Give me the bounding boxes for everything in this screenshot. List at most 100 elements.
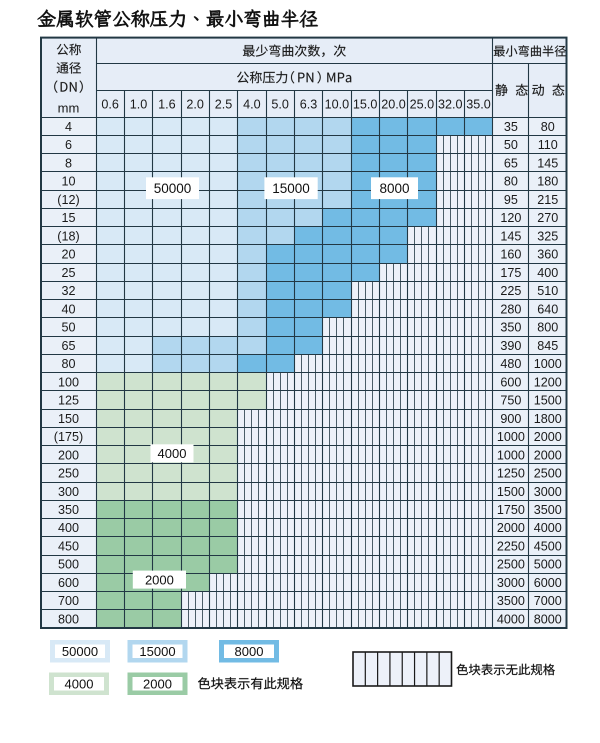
svg-text:80: 80	[61, 357, 75, 371]
svg-text:2000: 2000	[145, 572, 174, 587]
svg-text:(175): (175)	[54, 430, 83, 444]
svg-text:15000: 15000	[139, 644, 175, 659]
svg-text:1.0: 1.0	[130, 98, 148, 112]
svg-text:4000: 4000	[534, 521, 562, 535]
svg-text:2500: 2500	[534, 467, 562, 481]
svg-text:50000: 50000	[154, 181, 192, 196]
svg-text:4: 4	[65, 120, 72, 134]
svg-text:600: 600	[58, 576, 79, 590]
svg-text:2000: 2000	[534, 430, 562, 444]
svg-text:5.0: 5.0	[271, 98, 289, 112]
svg-text:1800: 1800	[534, 412, 562, 426]
svg-text:25.0: 25.0	[410, 98, 435, 112]
svg-text:80: 80	[541, 120, 555, 134]
svg-text:6.3: 6.3	[300, 98, 318, 112]
svg-text:500: 500	[58, 558, 79, 572]
svg-text:640: 640	[537, 302, 558, 316]
svg-text:180: 180	[537, 175, 558, 189]
svg-text:1000: 1000	[497, 430, 525, 444]
svg-text:600: 600	[500, 375, 521, 389]
svg-text:40: 40	[61, 302, 75, 316]
svg-text:2500: 2500	[497, 558, 525, 572]
svg-text:4000: 4000	[497, 612, 525, 626]
svg-text:32: 32	[61, 284, 75, 298]
svg-text:1250: 1250	[497, 467, 525, 481]
svg-text:20: 20	[61, 248, 75, 262]
svg-text:mm: mm	[58, 100, 80, 115]
svg-text:125: 125	[58, 394, 79, 408]
svg-text:15: 15	[61, 211, 75, 225]
svg-text:25: 25	[61, 266, 75, 280]
svg-text:50: 50	[61, 321, 75, 335]
svg-text:1200: 1200	[534, 375, 562, 389]
svg-text:65: 65	[504, 156, 518, 170]
svg-text:50: 50	[504, 138, 518, 152]
svg-text:1500: 1500	[497, 485, 525, 499]
svg-text:1000: 1000	[497, 448, 525, 462]
svg-text:8: 8	[65, 156, 72, 170]
svg-text:3000: 3000	[534, 485, 562, 499]
svg-text:6000: 6000	[534, 576, 562, 590]
svg-text:10: 10	[61, 175, 75, 189]
svg-text:(18): (18)	[57, 229, 79, 243]
svg-text:8000: 8000	[379, 181, 409, 196]
svg-text:400: 400	[58, 521, 79, 535]
svg-text:215: 215	[537, 193, 558, 207]
svg-text:8000: 8000	[235, 644, 264, 659]
svg-text:1750: 1750	[497, 503, 525, 517]
svg-text:50000: 50000	[62, 644, 98, 659]
svg-text:150: 150	[58, 412, 79, 426]
svg-text:800: 800	[58, 612, 79, 626]
svg-text:120: 120	[500, 211, 521, 225]
svg-text:1500: 1500	[534, 394, 562, 408]
svg-text:225: 225	[500, 284, 521, 298]
svg-text:20.0: 20.0	[381, 98, 406, 112]
svg-text:32.0: 32.0	[438, 98, 463, 112]
svg-text:7000: 7000	[534, 594, 562, 608]
svg-text:390: 390	[500, 339, 521, 353]
svg-text:300: 300	[58, 485, 79, 499]
svg-text:15.0: 15.0	[353, 98, 378, 112]
svg-text:450: 450	[58, 539, 79, 553]
svg-text:480: 480	[500, 357, 521, 371]
svg-text:(12): (12)	[57, 193, 79, 207]
svg-text:5000: 5000	[534, 558, 562, 572]
svg-text:65: 65	[61, 339, 75, 353]
svg-text:280: 280	[500, 302, 521, 316]
svg-text:4500: 4500	[534, 539, 562, 553]
svg-text:510: 510	[537, 284, 558, 298]
svg-text:250: 250	[58, 467, 79, 481]
svg-text:2.5: 2.5	[215, 98, 233, 112]
svg-text:110: 110	[538, 138, 558, 152]
svg-text:175: 175	[500, 266, 521, 280]
svg-text:10.0: 10.0	[325, 98, 350, 112]
svg-text:6: 6	[65, 138, 72, 152]
svg-text:35.0: 35.0	[466, 98, 491, 112]
svg-text:845: 845	[537, 339, 558, 353]
svg-text:0.6: 0.6	[101, 98, 119, 112]
svg-text:95: 95	[504, 193, 518, 207]
svg-text:360: 360	[537, 248, 558, 262]
svg-text:4.0: 4.0	[243, 98, 261, 112]
svg-text:1000: 1000	[534, 357, 562, 371]
svg-text:2000: 2000	[497, 521, 525, 535]
svg-text:80: 80	[504, 175, 518, 189]
svg-text:2.0: 2.0	[186, 98, 204, 112]
svg-text:8000: 8000	[534, 612, 562, 626]
svg-text:4000: 4000	[158, 446, 187, 461]
svg-text:4000: 4000	[65, 677, 94, 692]
svg-text:35: 35	[504, 120, 518, 134]
svg-text:3500: 3500	[497, 594, 525, 608]
svg-text:750: 750	[500, 394, 521, 408]
svg-text:350: 350	[58, 503, 79, 517]
svg-text:100: 100	[58, 375, 79, 389]
svg-text:145: 145	[500, 229, 521, 243]
svg-text:2250: 2250	[497, 539, 525, 553]
svg-text:325: 325	[537, 229, 558, 243]
svg-text:270: 270	[537, 211, 558, 225]
svg-text:2000: 2000	[143, 677, 172, 692]
svg-text:200: 200	[58, 448, 79, 462]
svg-text:1.6: 1.6	[158, 98, 176, 112]
svg-text:145: 145	[537, 156, 558, 170]
svg-text:350: 350	[500, 321, 521, 335]
